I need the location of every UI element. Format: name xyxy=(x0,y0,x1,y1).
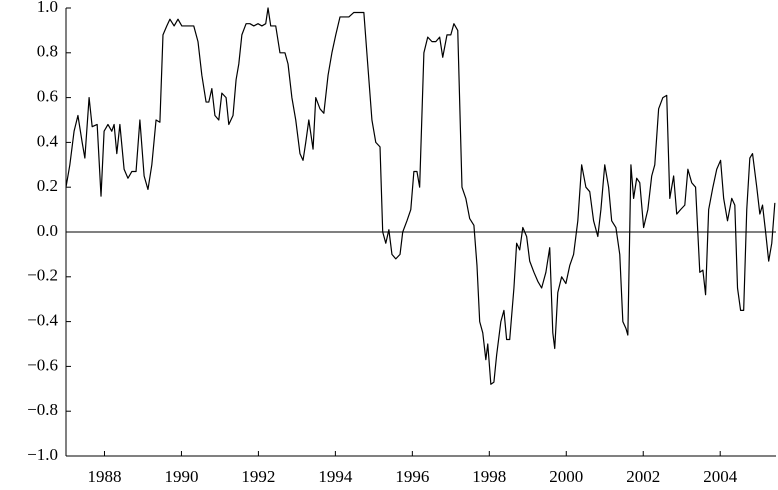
x-tick-label: 1990 xyxy=(164,467,198,486)
x-tick-label: 1994 xyxy=(318,467,353,486)
y-tick-label: 0.2 xyxy=(37,176,58,195)
y-tick-label: 0.8 xyxy=(37,42,58,61)
y-tick-label: −0.6 xyxy=(27,355,58,374)
y-tick-label: 0.4 xyxy=(37,131,59,150)
data-line xyxy=(65,7,776,385)
y-tick-label: 1.0 xyxy=(37,0,58,16)
x-tick-label: 2000 xyxy=(549,467,583,486)
x-tick-label: 1988 xyxy=(87,467,121,486)
x-tick-label: 1998 xyxy=(472,467,506,486)
y-tick-label: −1.0 xyxy=(27,445,58,464)
y-tick-label: 0.0 xyxy=(37,221,58,240)
y-tick-label: −0.2 xyxy=(27,266,58,285)
x-tick-label: 1996 xyxy=(395,467,429,486)
y-tick-label: −0.8 xyxy=(27,400,58,419)
x-tick-label: 1992 xyxy=(241,467,275,486)
y-tick-label: −0.4 xyxy=(27,311,58,330)
x-tick-label: 2004 xyxy=(703,467,738,486)
y-tick-label: 0.6 xyxy=(37,87,58,106)
x-tick-label: 2002 xyxy=(626,467,660,486)
